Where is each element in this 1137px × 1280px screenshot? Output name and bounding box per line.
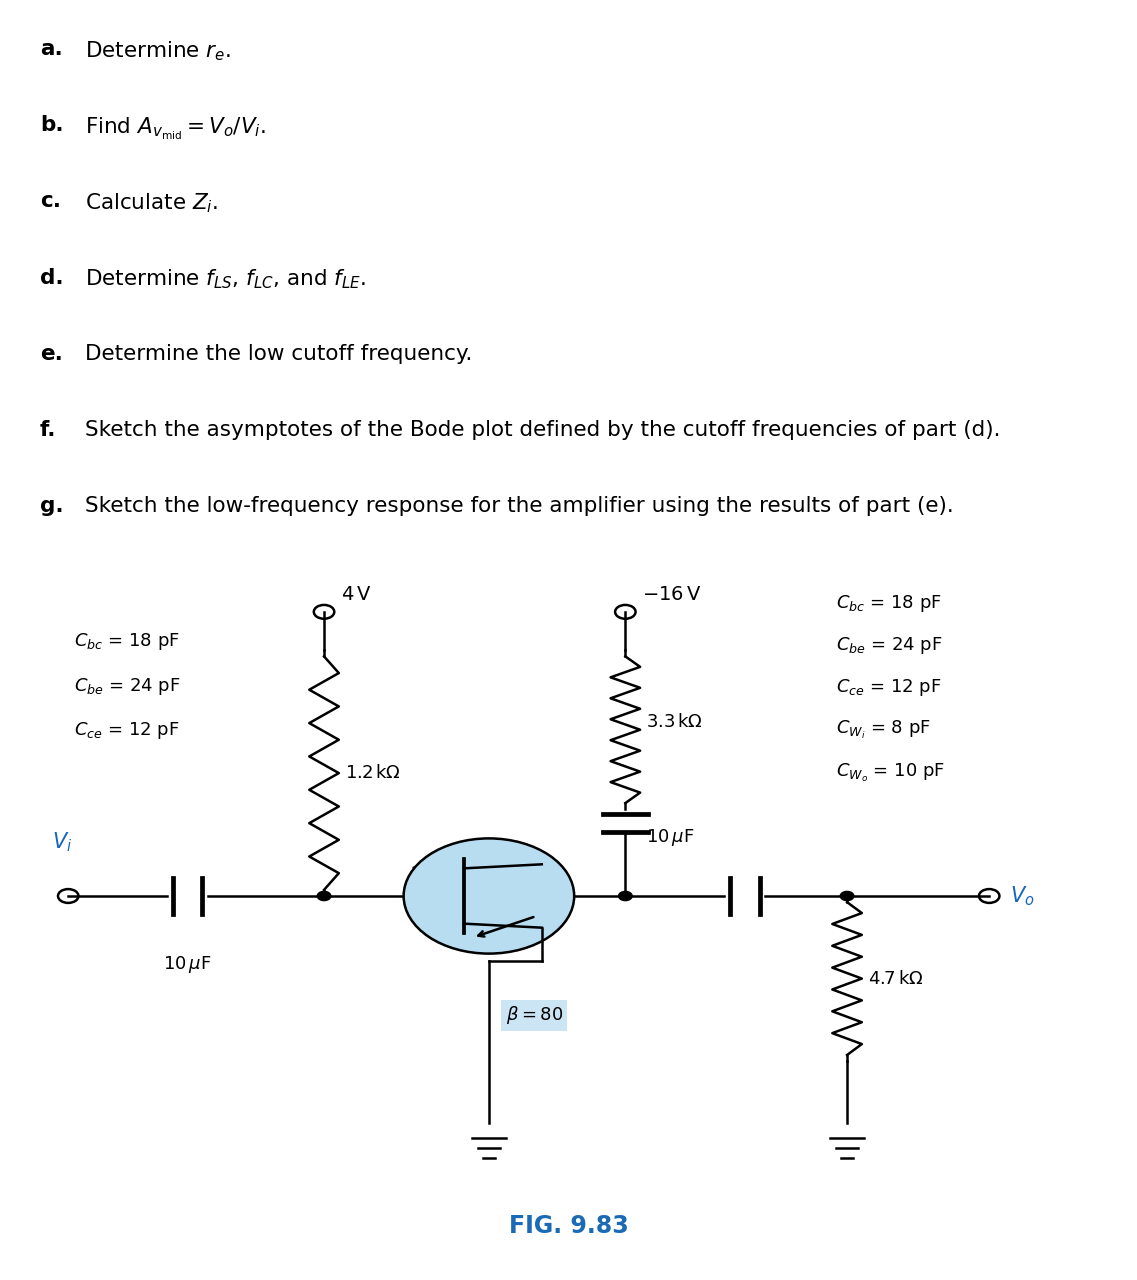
Text: Determine the low cutoff frequency.: Determine the low cutoff frequency. (85, 343, 473, 364)
Text: $C_{W_o}$ = 10 pF: $C_{W_o}$ = 10 pF (836, 762, 945, 783)
Text: FIG. 9.83: FIG. 9.83 (508, 1215, 629, 1238)
Text: $C_{be}$ = 24 pF: $C_{be}$ = 24 pF (836, 635, 943, 655)
Text: $-16\,\mathrm{V}$: $-16\,\mathrm{V}$ (642, 585, 702, 604)
Text: $C_{bc}$ = 18 pF: $C_{bc}$ = 18 pF (74, 631, 180, 652)
Text: Find $A_{v_\mathrm{mid}} = V_o/V_i$.: Find $A_{v_\mathrm{mid}} = V_o/V_i$. (85, 115, 266, 142)
Text: $4.7\,\mathrm{k}\Omega$: $4.7\,\mathrm{k}\Omega$ (868, 969, 923, 988)
Text: 2: 2 (412, 865, 423, 884)
Text: $3.3\,\mathrm{k}\Omega$: $3.3\,\mathrm{k}\Omega$ (646, 713, 703, 731)
Text: e.: e. (40, 343, 63, 364)
Text: Determine $f_{LS}$, $f_{LC}$, and $f_{LE}$.: Determine $f_{LS}$, $f_{LC}$, and $f_{LE… (85, 268, 366, 291)
Text: $V_i$: $V_i$ (52, 831, 73, 854)
Text: c.: c. (40, 192, 60, 211)
Text: Sketch the asymptotes of the Bode plot defined by the cutoff frequencies of part: Sketch the asymptotes of the Bode plot d… (85, 420, 1001, 439)
Text: $1.2\,\mathrm{k}\Omega$: $1.2\,\mathrm{k}\Omega$ (345, 764, 400, 782)
Text: $C_{W_i}$ = 8 pF: $C_{W_i}$ = 8 pF (836, 719, 930, 741)
Text: $\beta = 80$: $\beta = 80$ (506, 1004, 563, 1027)
Text: $4\,\mathrm{V}$: $4\,\mathrm{V}$ (341, 585, 372, 604)
Text: d.: d. (40, 268, 64, 288)
Text: $C_{bc}$ = 18 pF: $C_{bc}$ = 18 pF (836, 593, 941, 613)
Text: f.: f. (40, 420, 57, 439)
Circle shape (317, 891, 331, 901)
Text: a.: a. (40, 40, 63, 59)
Text: $C_{ce}$ = 12 pF: $C_{ce}$ = 12 pF (74, 721, 180, 741)
Text: $10\,\mu\mathrm{F}$: $10\,\mu\mathrm{F}$ (164, 954, 211, 974)
Circle shape (404, 838, 574, 954)
Text: g.: g. (40, 495, 64, 516)
Text: Sketch the low-frequency response for the amplifier using the results of part (e: Sketch the low-frequency response for th… (85, 495, 954, 516)
Text: $V_o$: $V_o$ (1010, 884, 1035, 908)
Circle shape (619, 891, 632, 901)
Circle shape (840, 891, 854, 901)
Text: Determine $r_e$.: Determine $r_e$. (85, 40, 231, 63)
Text: $C_{ce}$ = 12 pF: $C_{ce}$ = 12 pF (836, 677, 941, 698)
Text: Calculate $Z_i$.: Calculate $Z_i$. (85, 192, 218, 215)
Text: $C_{be}$ = 24 pF: $C_{be}$ = 24 pF (74, 676, 181, 696)
Text: $10\,\mu\mathrm{F}$: $10\,\mu\mathrm{F}$ (646, 827, 695, 847)
Text: b.: b. (40, 115, 64, 136)
